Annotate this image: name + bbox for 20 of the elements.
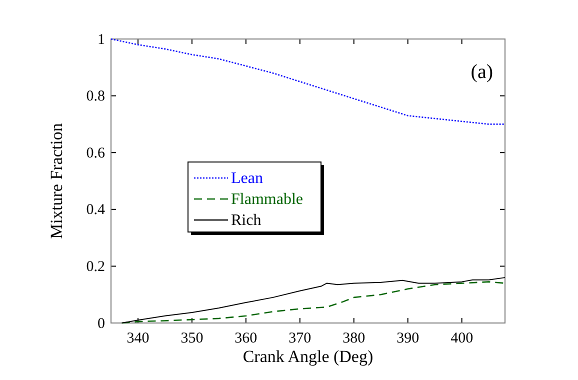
- x-tick-label: 350: [180, 330, 204, 347]
- x-axis-title: Crank Angle (Deg): [242, 347, 374, 366]
- legend-label: Lean: [231, 170, 263, 187]
- x-tick-label: 400: [450, 330, 474, 347]
- annotation: (a): [470, 61, 493, 83]
- x-tick-label: 370: [288, 330, 312, 347]
- x-tick-label: 340: [126, 330, 150, 347]
- legend-label: Flammable: [231, 191, 303, 208]
- y-tick-label: 0.4: [86, 202, 106, 218]
- x-tick-label: 390: [396, 330, 420, 347]
- y-tick-label: 0: [98, 316, 105, 332]
- line-series: [110, 38, 506, 125]
- y-axis-title: Mixture Fraction: [47, 122, 66, 239]
- legend-label: Rich: [231, 212, 262, 229]
- x-tick-label: 380: [342, 330, 366, 347]
- y-tick-label: 0.8: [86, 88, 105, 105]
- y-tick-label: 0.6: [86, 145, 106, 162]
- y-tick-label: 1: [98, 32, 105, 48]
- y-tick-label: 0.2: [86, 259, 105, 275]
- x-tick-label: 360: [234, 330, 258, 347]
